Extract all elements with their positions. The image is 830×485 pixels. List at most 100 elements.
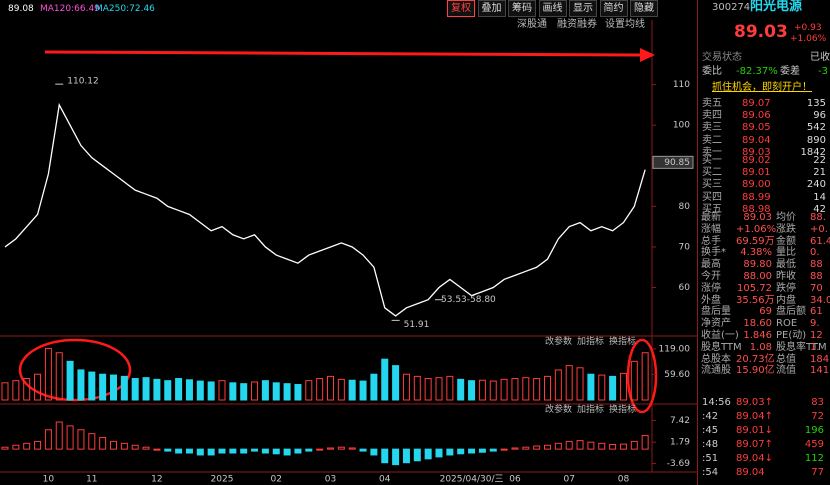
stat-label: 收益(一) xyxy=(701,330,739,341)
toolbar-button[interactable]: 叠加 xyxy=(477,0,506,17)
bar xyxy=(457,448,465,455)
stat-value: 61.4 xyxy=(810,235,830,247)
bar xyxy=(381,448,389,464)
bar xyxy=(511,378,519,401)
ask-label: 卖五 xyxy=(702,98,722,109)
bid-volume: 22 xyxy=(813,155,826,166)
stat-value: 69.59万 xyxy=(736,235,775,247)
bar xyxy=(153,448,161,451)
y-tick-label: 119.00 xyxy=(659,344,691,354)
stat-value: 0. xyxy=(810,247,820,259)
bar xyxy=(55,352,63,401)
bid-price: 88.99 xyxy=(742,191,771,203)
stat-label: 涨幅 xyxy=(701,223,721,235)
y-tick-label: 110 xyxy=(673,80,690,90)
bar xyxy=(99,437,107,450)
bar xyxy=(370,448,378,456)
bar xyxy=(196,448,204,456)
annotation: 110.12 xyxy=(67,77,99,87)
toolbar-button[interactable]: 隐藏 xyxy=(630,0,658,17)
x-tick-label: 06 xyxy=(509,475,521,485)
change: +0.93 xyxy=(794,23,822,33)
y-tick-label: 70 xyxy=(679,242,691,252)
tick-volume: 77 xyxy=(811,467,824,478)
bar xyxy=(337,378,345,401)
ask-label: 卖四 xyxy=(702,110,722,122)
tick-price: 89.03↑ xyxy=(736,397,774,408)
stat-label: 涨跌 xyxy=(776,223,796,235)
stat-value: 9. xyxy=(810,318,820,330)
y-tick-label: 100 xyxy=(673,121,690,131)
bar xyxy=(294,384,302,401)
stat-label: 总股本 xyxy=(701,353,731,365)
ma-legend: MA250:72.46 xyxy=(95,4,155,14)
stat-value: 141 xyxy=(810,365,830,377)
tick-time: :51 xyxy=(702,453,719,464)
bar xyxy=(34,440,42,450)
bar xyxy=(175,448,183,454)
stat-value: 89.03 xyxy=(743,212,772,223)
bar xyxy=(251,448,259,452)
stat-value: +1.06% xyxy=(736,223,777,235)
y-tick-label: 59.60 xyxy=(664,370,690,380)
bar xyxy=(142,446,150,450)
stat-value: 18.60 xyxy=(743,318,772,330)
bar xyxy=(359,448,367,452)
bar xyxy=(77,369,85,401)
x-tick-label: 2025/04/30/三 xyxy=(440,475,504,485)
bar xyxy=(251,381,259,401)
annotation: 53.53-58.80 xyxy=(441,295,496,305)
toolbar-button[interactable]: 画线 xyxy=(538,0,567,17)
bar xyxy=(457,378,465,401)
price-line xyxy=(4,102,646,317)
ask-volume: 96 xyxy=(813,110,826,122)
bar xyxy=(218,448,226,454)
bid-label: 买四 xyxy=(702,191,722,203)
bar xyxy=(348,379,356,401)
bar xyxy=(196,380,204,401)
y-tick-label: -3.69 xyxy=(667,459,691,469)
bar xyxy=(576,440,584,450)
bar xyxy=(446,448,454,456)
stat-value: 61 xyxy=(810,306,823,318)
toolbar-button[interactable]: 筹码 xyxy=(508,0,536,17)
stat-value: 15.90亿 xyxy=(736,365,775,377)
stat-label: 外盘 xyxy=(701,294,721,306)
bar xyxy=(348,447,356,450)
bar xyxy=(565,365,573,401)
bar xyxy=(619,443,627,450)
stat-value: 88. xyxy=(810,212,826,223)
bar xyxy=(413,448,421,462)
bar xyxy=(153,378,161,401)
ask-price: 89.03 xyxy=(742,146,771,158)
ask-price: 89.05 xyxy=(742,122,771,134)
bid-price: 89.01 xyxy=(742,167,771,179)
bar xyxy=(424,448,432,460)
stat-value: 88.00 xyxy=(743,271,772,282)
x-tick-label: 11 xyxy=(86,475,97,485)
ask-price: 89.04 xyxy=(742,134,771,146)
bar xyxy=(522,446,530,450)
stat-value: 1. xyxy=(810,341,820,353)
annotation: 51.91 xyxy=(404,320,430,330)
last-price-box xyxy=(652,155,694,169)
bar xyxy=(175,378,183,401)
stat-value: +0. xyxy=(810,223,828,235)
bar xyxy=(478,379,486,401)
toolbar-button[interactable]: 简约 xyxy=(599,0,628,17)
toolbar-button[interactable]: 复权 xyxy=(447,0,475,17)
bar xyxy=(131,444,139,450)
toolbar-button[interactable]: 显示 xyxy=(569,0,597,17)
bar xyxy=(337,446,345,450)
last-price-label: 90.85 xyxy=(664,158,690,168)
stat-label: 均价 xyxy=(776,212,796,223)
stat-label: 总手 xyxy=(701,235,721,247)
bar xyxy=(66,360,74,401)
tick-price: 89.04↑ xyxy=(736,411,774,422)
bar xyxy=(120,442,128,450)
bar xyxy=(609,443,617,450)
red-arrow xyxy=(44,50,641,57)
last-price: 89.03 xyxy=(734,22,788,42)
highlight-ellipse xyxy=(626,338,658,414)
y-tick-label: 60 xyxy=(679,283,691,293)
